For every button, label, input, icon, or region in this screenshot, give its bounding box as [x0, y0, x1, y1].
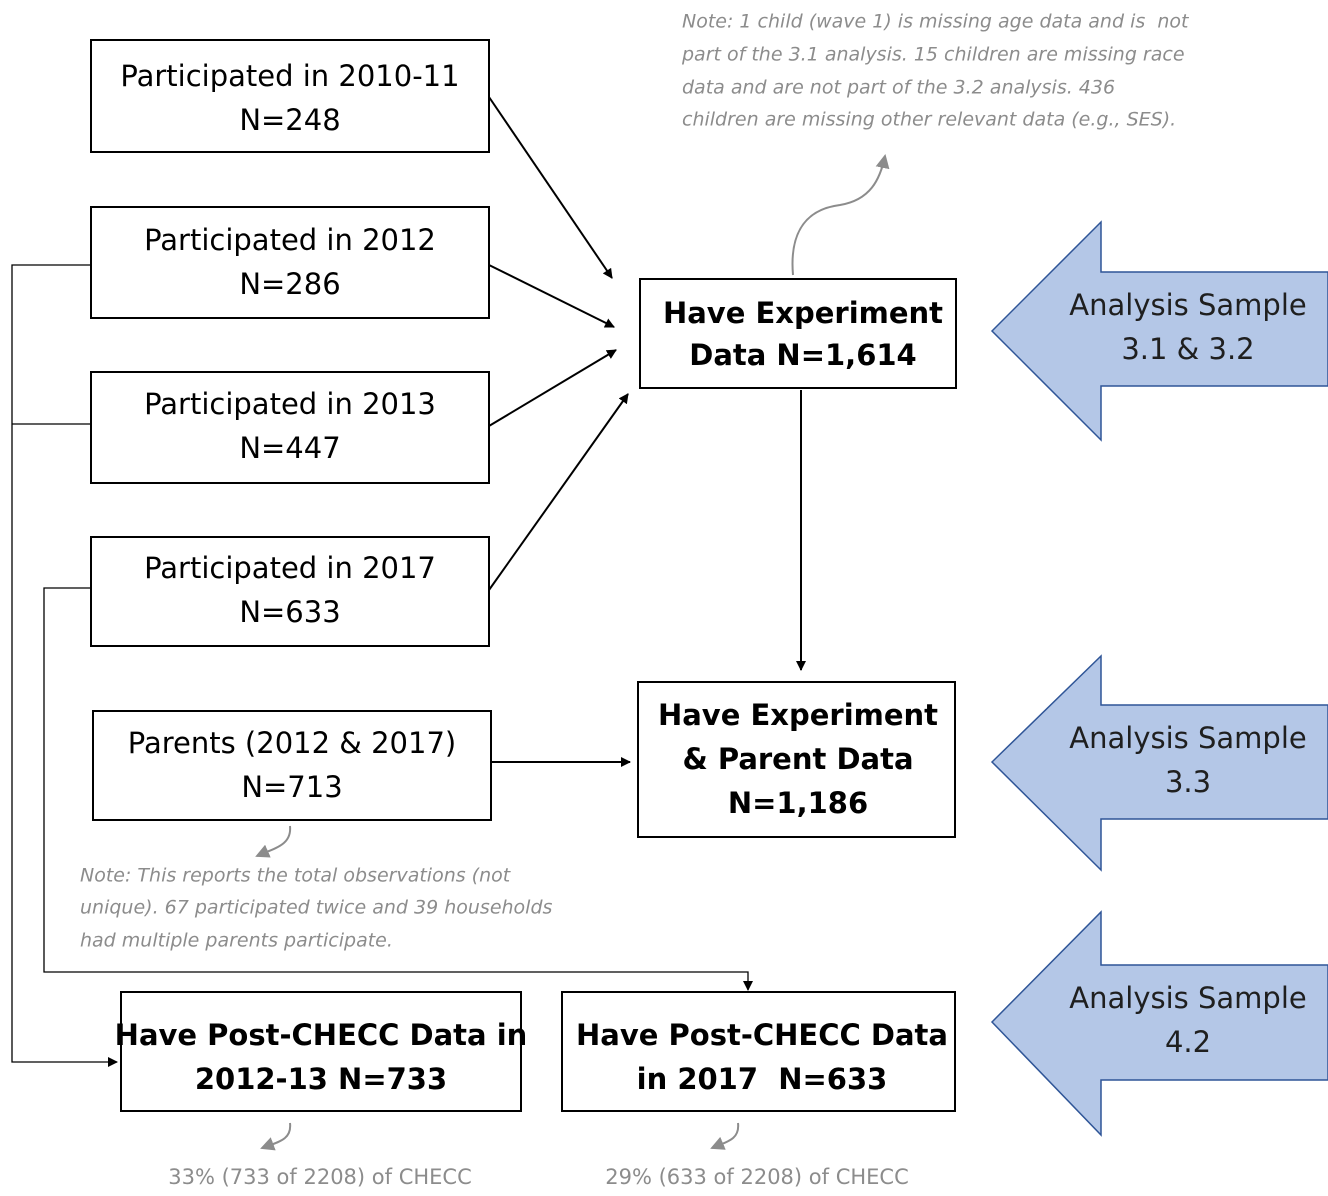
node-text: N=633 [239, 595, 340, 629]
box [120, 991, 522, 1112]
node-text: Have Post-CHECC Data [576, 1018, 948, 1052]
node-text: Participated in 2017 [144, 551, 436, 585]
node-text: N=248 [239, 103, 340, 137]
note: children are missing other relevant data… [682, 109, 1176, 131]
note: Note: This reports the total observation… [80, 865, 512, 887]
arrow [488, 349, 617, 427]
node-text: 2012-13 N=733 [195, 1062, 447, 1096]
node-text: N=1,186 [728, 786, 868, 820]
box [637, 681, 956, 838]
percentage: 33% (733 of 2208) of CHECC [168, 1165, 472, 1189]
note: data and are not part of the 3.2 analysi… [682, 77, 1115, 99]
node-text: Parents (2012 & 2017) [128, 726, 456, 760]
note: part of the 3.1 analysis. 15 children ar… [681, 44, 1185, 66]
box [561, 991, 956, 1112]
node-text: N=713 [241, 770, 342, 804]
arrow [488, 96, 613, 279]
box [90, 206, 490, 319]
note-arrow [260, 1122, 292, 1151]
box [90, 39, 490, 153]
node-text: Data N=1,614 [689, 338, 916, 372]
arrow [488, 264, 615, 328]
sample-text: Analysis Sample [1069, 981, 1306, 1015]
sample-arrow [990, 654, 1328, 872]
node-text: Have Post-CHECC Data in [115, 1018, 528, 1052]
connectors [11, 96, 890, 1151]
node-text: N=447 [239, 431, 340, 465]
node-text: Have Experiment [658, 698, 938, 732]
sample-arrow [990, 910, 1328, 1137]
box [92, 710, 492, 821]
arrow [43, 587, 753, 991]
note: Note: 1 child (wave 1) is missing age da… [682, 11, 1190, 33]
node-text: in 2017 N=633 [637, 1062, 888, 1096]
sample-text: 4.2 [1165, 1025, 1211, 1059]
sample-text: 3.3 [1165, 765, 1211, 799]
sample-text: Analysis Sample [1069, 288, 1306, 322]
sample-arrow [990, 220, 1328, 442]
node-text: Have Experiment [663, 296, 943, 330]
node-text: N=286 [239, 267, 340, 301]
note-arrow [255, 825, 292, 858]
box [639, 278, 957, 389]
box [90, 536, 490, 647]
note-arrow [791, 154, 890, 276]
node-text: & Parent Data [682, 742, 913, 776]
arrow [11, 264, 118, 1067]
sample-text: Analysis Sample [1069, 721, 1306, 755]
note: had multiple parents participate. [80, 930, 393, 952]
node-text: Participated in 2012 [144, 223, 436, 257]
arrow [488, 393, 629, 591]
node-text: Participated in 2010-11 [120, 59, 459, 93]
box [90, 371, 490, 484]
note-arrow [710, 1122, 740, 1150]
sample-text: 3.1 & 3.2 [1121, 332, 1254, 366]
node-text: Participated in 2013 [144, 387, 436, 421]
note: unique). 67 participated twice and 39 ho… [80, 897, 553, 919]
percentage: 29% (633 of 2208) of CHECC [605, 1165, 909, 1189]
